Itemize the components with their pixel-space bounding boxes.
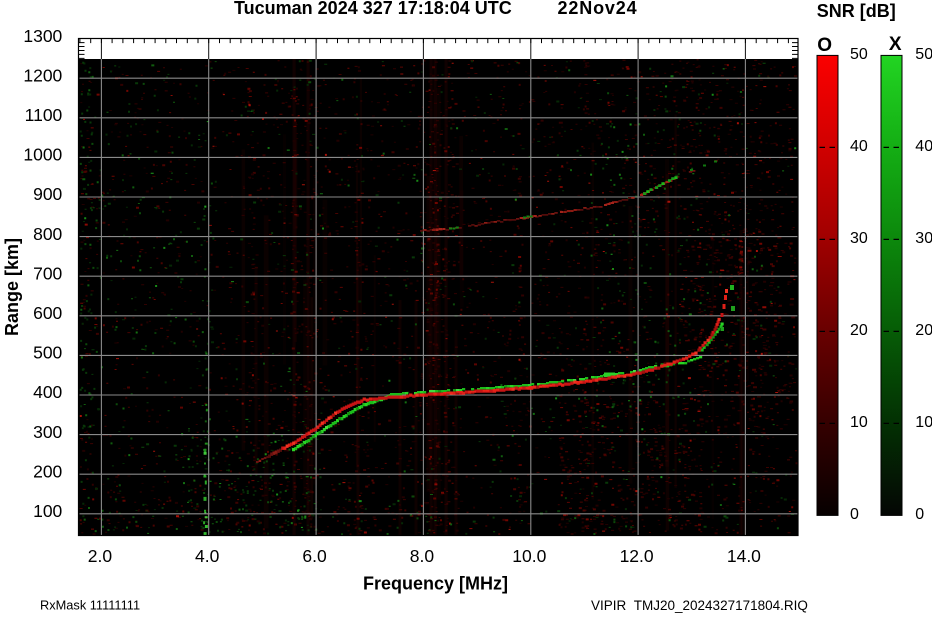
svg-text:50: 50 [850,46,868,63]
svg-text:40: 40 [915,138,932,155]
svg-text:900: 900 [33,184,62,204]
svg-text:1000: 1000 [23,145,62,165]
svg-text:30: 30 [850,230,868,247]
svg-text:500: 500 [33,343,62,363]
svg-text:10: 10 [850,414,868,431]
svg-text:20: 20 [850,322,868,339]
svg-text:200: 200 [33,461,62,481]
svg-text:100: 100 [33,501,62,521]
svg-text:2.0: 2.0 [88,546,113,566]
svg-text:40: 40 [850,138,868,155]
svg-text:22Nov24: 22Nov24 [558,0,638,18]
svg-text:30: 30 [915,230,932,247]
svg-text:Frequency [MHz]: Frequency [MHz] [363,574,508,594]
svg-text:50: 50 [915,46,932,63]
svg-text:1200: 1200 [23,65,62,85]
svg-text:Range [km]: Range [km] [2,238,22,336]
svg-text:700: 700 [33,263,62,283]
svg-text:0: 0 [915,506,924,523]
svg-text:1100: 1100 [25,105,63,125]
svg-text:0: 0 [850,506,859,523]
svg-text:600: 600 [33,303,62,323]
svg-text:12.0: 12.0 [620,546,654,566]
svg-text:800: 800 [33,224,62,244]
svg-text:10.0: 10.0 [512,546,546,566]
svg-text:X: X [889,34,902,55]
svg-text:RxMask 11111111: RxMask 11111111 [40,597,140,612]
svg-text:14.0: 14.0 [727,546,761,566]
svg-text:1300: 1300 [23,26,62,46]
svg-text:400: 400 [33,382,62,402]
svg-text:20: 20 [915,322,932,339]
svg-text:300: 300 [33,422,62,442]
svg-text:4.0: 4.0 [195,546,220,566]
svg-text:Tucuman 2024 327 17:18:04 UTC: Tucuman 2024 327 17:18:04 UTC [234,0,512,18]
svg-text:O: O [817,35,832,56]
svg-text:VIPIR TMJ20_2024327171804.RIQ: VIPIR TMJ20_2024327171804.RIQ [591,598,808,613]
svg-text:8.0: 8.0 [410,546,435,566]
svg-text:10: 10 [915,414,932,431]
svg-text:6.0: 6.0 [302,546,327,566]
svg-text:SNR [dB]: SNR [dB] [817,1,896,21]
